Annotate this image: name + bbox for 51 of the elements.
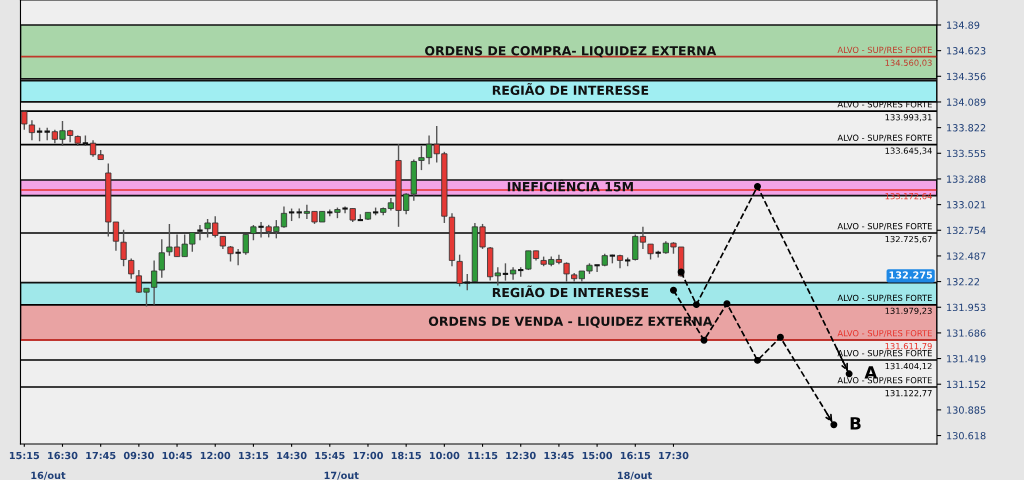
y-tick-label: 132.487 bbox=[947, 252, 986, 260]
x-tick-label: 15:45 bbox=[315, 451, 345, 460]
x-tick-label: 16:15 bbox=[620, 451, 651, 460]
y-tick-label: 132.754 bbox=[947, 226, 986, 235]
x-tick-label: 13:15 bbox=[239, 451, 269, 460]
y-tick-label: 130.618 bbox=[947, 432, 986, 440]
y-tick-label: 131.686 bbox=[947, 329, 986, 337]
x-tick-label: 17:30 bbox=[659, 451, 689, 460]
y-tick-label: 132.22 bbox=[947, 278, 980, 286]
ref-line-label: ALVO - SUP/RES FORTE 133.645,34 bbox=[837, 134, 932, 155]
ref-line-label: ALVO - SUP/RES FORTE 132.725,67 bbox=[837, 222, 932, 244]
annotation: 132.275 bbox=[889, 271, 933, 279]
y-tick-label: 134.89 bbox=[947, 21, 980, 29]
legend-label: A bbox=[864, 366, 878, 379]
x-tick-label: 17:45 bbox=[86, 451, 116, 460]
x-tick-label: 15:15 bbox=[9, 451, 40, 460]
y-tick-label: 131.419 bbox=[947, 355, 986, 363]
x-tick-label: 18:15 bbox=[391, 451, 421, 460]
band-label: ORDENS DE COMPRA- LIQUIDEZ EXTERNA bbox=[425, 46, 717, 58]
text: 18/out bbox=[617, 471, 652, 480]
y-tick-label: 133.021 bbox=[947, 201, 986, 209]
x-tick-label: 16:30 bbox=[48, 451, 78, 460]
x-tick-label: 12:30 bbox=[506, 451, 536, 460]
y-tick-label: 134.356 bbox=[947, 72, 986, 81]
ref-line-label: ALVO - SUP/RES FORTE 133.993,31 bbox=[837, 101, 932, 122]
x-tick-label: 17:00 bbox=[353, 451, 383, 460]
band-label: REGIÃO DE INTERESSE bbox=[492, 285, 649, 298]
x-tick-label: 15:00 bbox=[582, 451, 613, 460]
band-label: ORDENS DE VENDA - LIQUIDEZ EXTERNA bbox=[428, 316, 713, 328]
y-tick-label: 133.822 bbox=[947, 124, 986, 132]
x-tick-label: 12:00 bbox=[200, 451, 231, 460]
legend-label: B bbox=[850, 417, 861, 430]
y-tick-label: 131.152 bbox=[947, 380, 986, 389]
y-tick-label: 134.089 bbox=[947, 98, 986, 106]
text: 16/out bbox=[31, 471, 66, 480]
x-tick-label: 10:00 bbox=[429, 451, 460, 460]
ref-line-label: ALVO - SUP/RES FORTE 131.611,79 bbox=[837, 330, 932, 351]
x-tick-label: 13:45 bbox=[544, 451, 574, 460]
ref-line-label: ALVO - SUP/RES FORTE 131.979,23 bbox=[837, 294, 932, 315]
x-tick-label: 14:30 bbox=[277, 451, 307, 460]
x-tick-label: 09:30 bbox=[123, 451, 154, 460]
y-tick-label: 130.885 bbox=[947, 406, 986, 414]
y-tick-label: 131.953 bbox=[947, 303, 986, 312]
ref-line-label: ALVO - SUP/RES FORTE 134.560,03 bbox=[837, 46, 932, 67]
y-tick-label: 133.555 bbox=[947, 149, 986, 158]
y-tick-label: 133.288 bbox=[947, 175, 986, 183]
x-tick-label: 10:45 bbox=[162, 451, 192, 460]
band-label: REGIÃO DE INTERESSE bbox=[492, 83, 649, 95]
y-tick-label: 134.623 bbox=[947, 47, 986, 55]
text: 17/out bbox=[324, 471, 359, 480]
x-tick-label: 11:15 bbox=[468, 451, 498, 460]
